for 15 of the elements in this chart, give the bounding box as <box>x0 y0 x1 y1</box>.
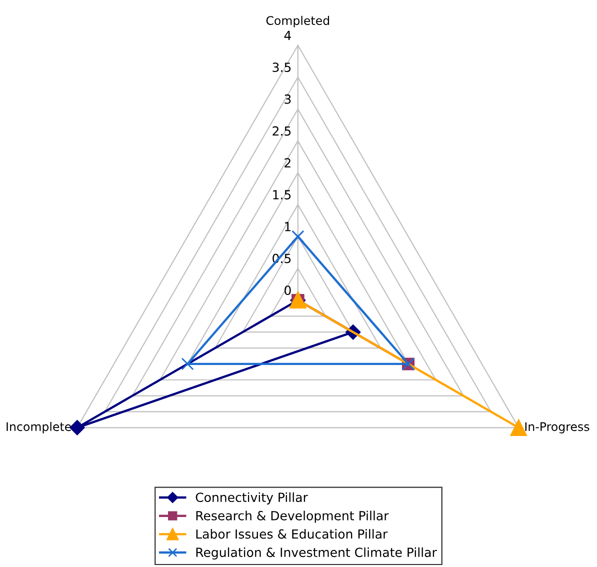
spoke-label: Incomplete <box>6 422 71 434</box>
legend-label: Research & Development Pillar <box>196 510 389 523</box>
legend-label: Connectivity Pillar <box>196 492 308 504</box>
y-tick-label: 4 <box>284 30 291 40</box>
legend-label: Labor Issues & Education Pillar <box>196 529 388 539</box>
y-tick-label: 2 <box>284 158 290 168</box>
y-tick-label: 1.5 <box>273 190 291 200</box>
y-tick-label: 3 <box>284 94 291 104</box>
legend-label: Regulation & Investment Climate Pillar <box>196 547 437 560</box>
spoke-label: In-Progress <box>525 422 590 434</box>
y-tick-label: 1 <box>285 222 290 232</box>
spoke-label: Completed <box>266 16 330 28</box>
y-tick-label: 0 <box>284 286 291 296</box>
y-tick-label: 3.5 <box>272 62 291 72</box>
y-tick-label: 2.5 <box>272 126 291 136</box>
